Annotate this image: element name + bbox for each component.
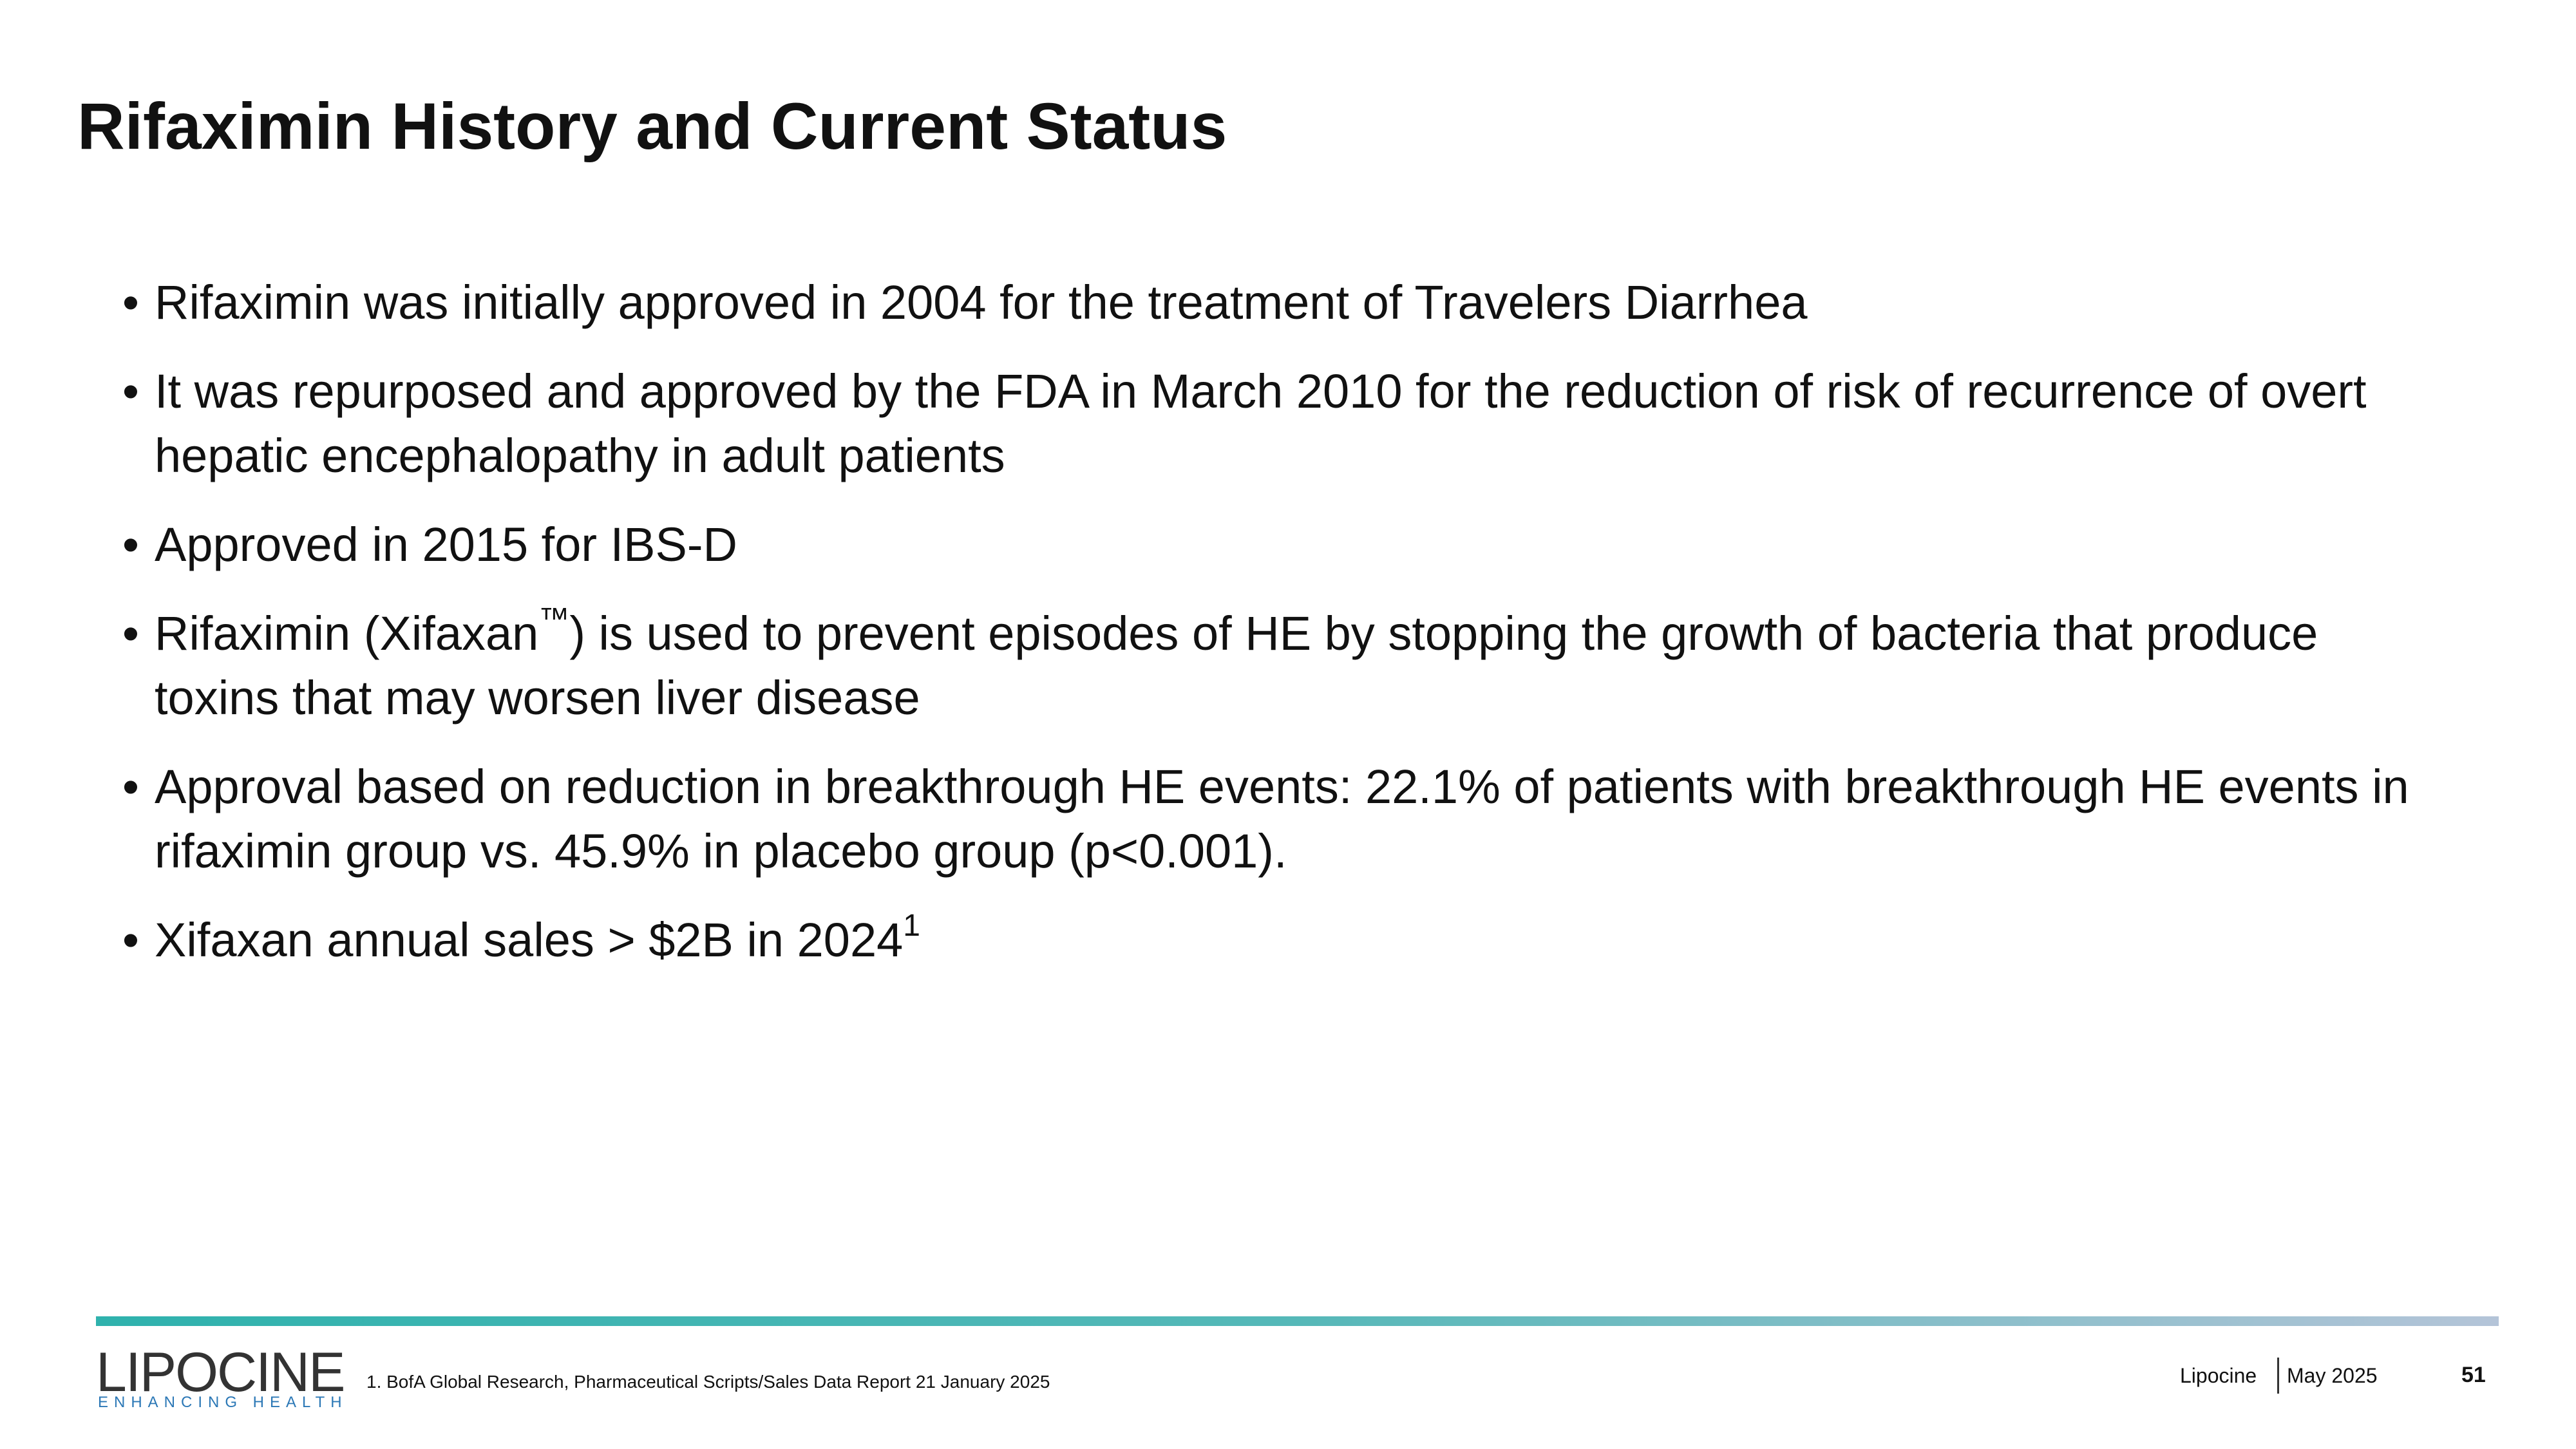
bullet-text: It was repurposed and approved by the FD… [155, 365, 2367, 482]
date: May 2025 [2287, 1364, 2378, 1387]
logo: LIPOCINE [96, 1341, 345, 1403]
page-number: 51 [2461, 1363, 2486, 1387]
bullet-text: Rifaximin was initially approved in 2004… [155, 276, 1808, 329]
bullet-text: Approved in 2015 for IBS-D [155, 518, 737, 571]
superscript: ™ [538, 602, 570, 637]
company: Lipocine [2180, 1364, 2257, 1387]
bullet: Rifaximin was initially approved in 2004… [122, 270, 2415, 335]
bullet-text: Approval based on reduction in breakthro… [155, 760, 2409, 878]
bullet-text: ) is used to prevent episodes of HE by s… [155, 607, 2318, 724]
bullet: Approval based on reduction in breakthro… [122, 755, 2415, 884]
footnote: 1. BofA Global Research, Pharmaceutical … [366, 1372, 1050, 1392]
bullet: Xifaxan annual sales > $2B in 20241 [122, 908, 2415, 972]
slide-title: Rifaximin History and Current Status [77, 90, 1227, 163]
bullet: Rifaximin (Xifaxan™) is used to prevent … [122, 601, 2415, 730]
divider [2277, 1358, 2279, 1394]
bullet-text: Rifaximin (Xifaxan [155, 607, 539, 660]
superscript: 1 [903, 909, 920, 943]
bullet: Approved in 2015 for IBS-D [122, 513, 2415, 577]
bullet-text: Xifaxan annual sales > $2B in 2024 [155, 913, 904, 967]
logo-tagline: ENHANCING HEALTH [98, 1394, 348, 1411]
footer-rule [96, 1316, 2499, 1326]
bullet: It was repurposed and approved by the FD… [122, 359, 2415, 488]
bullet-list: Rifaximin was initially approved in 2004… [122, 270, 2415, 997]
